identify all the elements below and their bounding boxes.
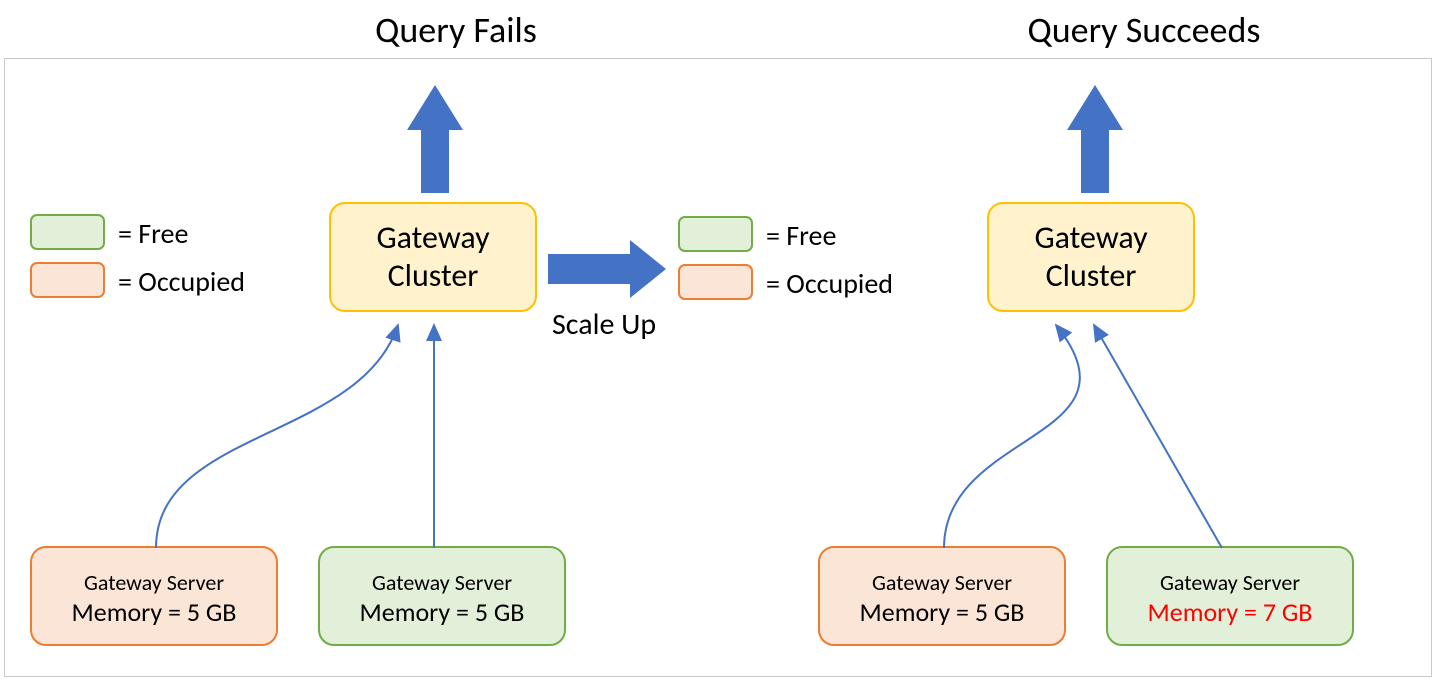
server-memory: Memory = 5 GB bbox=[360, 597, 525, 628]
legend-free-swatch-left bbox=[30, 214, 105, 250]
legend-occupied-swatch-right bbox=[678, 264, 753, 300]
title-query-fails: Query Fails bbox=[306, 8, 606, 52]
cluster-left-line1: Gateway bbox=[376, 219, 489, 257]
legend-occupied-label-left: = Occupied bbox=[118, 264, 245, 299]
server-right-occupied: Gateway Server Memory = 5 GB bbox=[818, 546, 1066, 646]
title-query-succeeds: Query Succeeds bbox=[964, 8, 1324, 52]
cluster-right-line1: Gateway bbox=[1034, 219, 1147, 257]
server-memory: Memory = 7 GB bbox=[1148, 597, 1313, 628]
server-label: Gateway Server bbox=[84, 570, 224, 596]
legend-free-label-right: = Free bbox=[766, 218, 836, 253]
legend-free-swatch-right bbox=[678, 216, 753, 252]
cluster-right-line2: Cluster bbox=[1046, 257, 1137, 295]
gateway-cluster-right: Gateway Cluster bbox=[987, 202, 1195, 312]
server-label: Gateway Server bbox=[872, 570, 1012, 596]
server-left-free: Gateway Server Memory = 5 GB bbox=[318, 546, 566, 646]
cluster-left-line2: Cluster bbox=[388, 257, 479, 295]
server-right-free: Gateway Server Memory = 7 GB bbox=[1106, 546, 1354, 646]
server-left-occupied: Gateway Server Memory = 5 GB bbox=[30, 546, 278, 646]
server-memory: Memory = 5 GB bbox=[860, 597, 1025, 628]
legend-occupied-swatch-left bbox=[30, 262, 105, 298]
gateway-cluster-left: Gateway Cluster bbox=[329, 202, 537, 312]
legend-occupied-label-right: = Occupied bbox=[766, 266, 893, 301]
server-label: Gateway Server bbox=[372, 570, 512, 596]
server-label: Gateway Server bbox=[1160, 570, 1300, 596]
server-memory: Memory = 5 GB bbox=[72, 597, 237, 628]
scale-up-label: Scale Up bbox=[552, 306, 656, 343]
legend-free-label-left: = Free bbox=[118, 216, 188, 251]
